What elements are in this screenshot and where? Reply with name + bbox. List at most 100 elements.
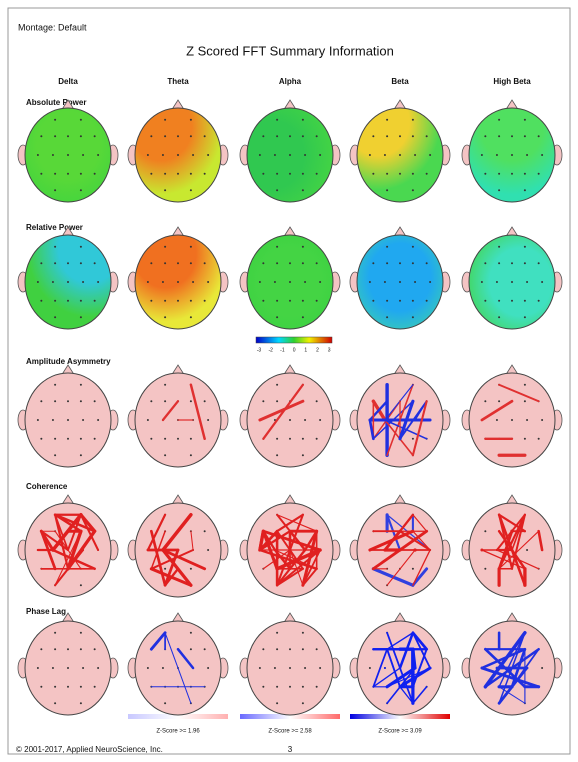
electrode <box>480 154 483 156</box>
electrode <box>425 135 428 138</box>
electrode <box>301 299 304 302</box>
column-header: Theta <box>167 77 189 86</box>
connection <box>258 399 305 422</box>
electrode <box>36 281 39 283</box>
electrode <box>97 281 100 283</box>
connection <box>511 513 526 570</box>
electrode <box>67 154 69 156</box>
electrode <box>315 135 318 138</box>
connection <box>384 419 428 440</box>
electrode <box>523 118 526 121</box>
electrode <box>319 419 322 421</box>
electrode <box>289 299 291 302</box>
electrode <box>164 383 167 386</box>
electrode <box>189 648 192 651</box>
electrode <box>40 172 43 175</box>
electrode <box>93 299 96 302</box>
connection <box>511 513 526 551</box>
electrode <box>164 702 167 705</box>
head-map <box>349 99 451 203</box>
connection <box>51 513 83 552</box>
electrode <box>258 154 261 156</box>
connection <box>289 549 304 586</box>
connection <box>262 530 277 552</box>
electrode <box>67 172 69 175</box>
head-map <box>17 612 119 716</box>
electrode <box>40 262 43 265</box>
electrode <box>189 135 192 138</box>
electrode <box>177 172 179 175</box>
electrode <box>150 172 153 175</box>
electrode <box>276 135 279 138</box>
electrode <box>67 437 69 440</box>
electrode <box>192 154 195 156</box>
connection <box>498 383 540 403</box>
head-map <box>17 494 119 598</box>
scale-label: -3 <box>257 347 262 353</box>
connection <box>480 399 514 422</box>
electrode <box>480 281 483 283</box>
electrode <box>523 262 526 265</box>
legend-label: Z-Score >= 2.58 <box>268 729 312 735</box>
electrode <box>411 262 414 265</box>
electrode <box>262 299 265 302</box>
electrode <box>40 685 43 688</box>
electrode <box>301 316 304 319</box>
electrode <box>93 262 96 265</box>
electrode <box>79 316 82 319</box>
electrode <box>386 299 389 302</box>
connection <box>54 530 82 586</box>
electrode <box>301 437 304 440</box>
electrode <box>164 437 167 440</box>
electrode <box>511 419 513 421</box>
electrode <box>383 281 386 283</box>
row-label: Amplitude Asymmetry <box>26 357 111 366</box>
electrode <box>541 667 544 669</box>
electrode <box>301 454 304 457</box>
electrode <box>79 299 82 302</box>
electrode <box>276 383 279 386</box>
electrode <box>54 299 57 302</box>
electrode <box>276 454 279 457</box>
electrode <box>146 154 149 156</box>
electrode <box>414 281 417 283</box>
electrode <box>276 245 279 248</box>
electrode <box>177 299 179 302</box>
electrode <box>429 154 432 156</box>
electrode <box>97 154 100 156</box>
electrode <box>189 316 192 319</box>
electrode <box>289 437 291 440</box>
electrode <box>289 262 291 265</box>
electrode <box>189 299 192 302</box>
electrode <box>258 281 261 283</box>
electrode <box>386 118 389 121</box>
page-number: 3 <box>288 745 293 754</box>
connection <box>276 514 318 532</box>
electrode <box>523 172 526 175</box>
head-map <box>349 364 451 468</box>
electrode <box>150 400 153 403</box>
electrode <box>262 648 265 651</box>
electrode <box>262 262 265 265</box>
electrode <box>304 281 307 283</box>
electrode <box>368 154 371 156</box>
electrode <box>498 245 501 248</box>
connection <box>480 666 541 689</box>
connection <box>537 529 544 552</box>
connection <box>276 549 322 587</box>
electrode <box>368 667 371 669</box>
electrode <box>276 648 279 651</box>
electrode <box>289 281 291 283</box>
connection <box>411 400 428 457</box>
head-map <box>349 226 451 330</box>
connection <box>368 418 375 441</box>
column-header: Alpha <box>279 77 302 86</box>
connection <box>276 513 291 533</box>
connection <box>411 647 417 670</box>
electrode <box>498 316 501 319</box>
electrode <box>276 118 279 121</box>
electrode <box>372 299 375 302</box>
electrode <box>54 316 57 319</box>
electrode <box>276 189 279 192</box>
connection <box>262 549 291 570</box>
